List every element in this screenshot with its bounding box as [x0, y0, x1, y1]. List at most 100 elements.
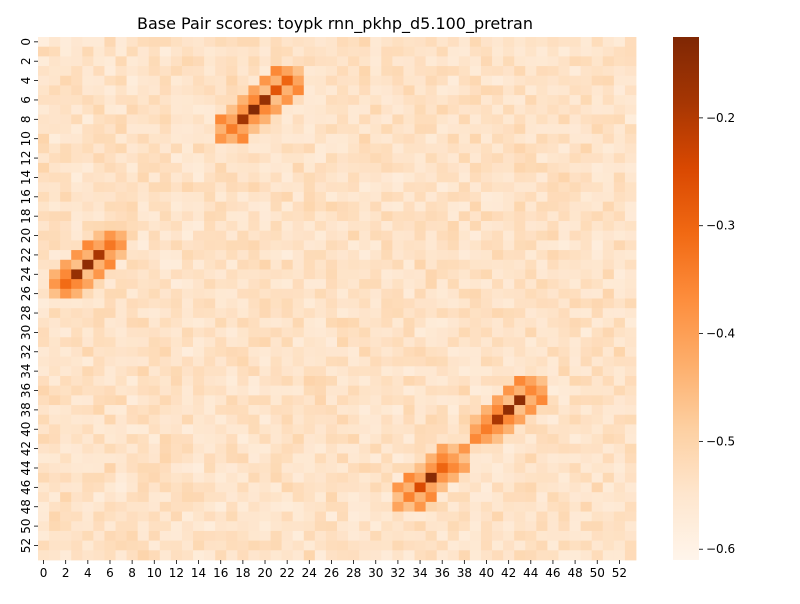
heatmap-cell — [591, 114, 604, 125]
heatmap-cell — [547, 346, 559, 358]
heatmap-cell — [49, 414, 61, 425]
heatmap-cell — [469, 288, 482, 299]
heatmap-cell — [104, 337, 116, 348]
heatmap-cell — [71, 385, 83, 396]
heatmap-cell — [624, 46, 637, 57]
x-tick-label: 42 — [501, 566, 516, 580]
heatmap-cell — [525, 530, 537, 542]
heatmap-cell — [558, 356, 570, 367]
heatmap-cell — [281, 472, 294, 483]
heatmap-cell — [49, 530, 61, 542]
heatmap-cell — [204, 153, 216, 164]
x-tick-label: 38 — [457, 566, 472, 580]
heatmap-cell — [436, 288, 449, 299]
heatmap-cell — [392, 153, 404, 164]
heatmap-cell — [93, 482, 105, 493]
heatmap-cell — [503, 337, 515, 348]
heatmap-cell — [514, 240, 526, 251]
heatmap-cell — [414, 298, 426, 309]
heatmap-cell — [414, 492, 426, 503]
heatmap-cell — [403, 259, 415, 270]
heatmap-cell — [281, 385, 294, 396]
heatmap-cell — [60, 366, 72, 377]
heatmap-cell — [270, 191, 283, 203]
heatmap-cell — [569, 191, 582, 203]
heatmap-cell — [359, 424, 371, 435]
heatmap-cell — [558, 501, 570, 512]
heatmap-cell — [137, 375, 150, 387]
heatmap-cell — [447, 337, 460, 348]
heatmap-cell — [38, 104, 50, 115]
heatmap-cell — [325, 405, 338, 416]
heatmap-cell — [392, 201, 404, 212]
heatmap-cell — [314, 511, 327, 522]
x-tick-label: 30 — [368, 566, 383, 580]
heatmap-cell — [348, 259, 360, 270]
heatmap-cell — [248, 366, 260, 377]
heatmap-cell — [624, 221, 637, 232]
heatmap-cell — [525, 143, 537, 154]
heatmap-cell — [159, 104, 172, 115]
heatmap-cell — [82, 540, 94, 551]
heatmap-cell — [237, 366, 249, 377]
heatmap-cell — [49, 308, 61, 319]
heatmap-cell — [204, 540, 216, 551]
heatmap-cell — [436, 317, 449, 328]
heatmap-cell — [370, 327, 382, 338]
heatmap-cell — [348, 511, 360, 522]
heatmap-cell — [580, 250, 593, 261]
heatmap-cell — [458, 472, 471, 483]
heatmap-cell — [303, 511, 316, 522]
heatmap-cell — [403, 221, 415, 232]
heatmap-cell — [403, 250, 415, 261]
heatmap-cell — [348, 521, 360, 532]
heatmap-cell — [436, 133, 449, 144]
heatmap-cell — [248, 550, 260, 561]
heatmap-cell — [613, 182, 626, 193]
heatmap-cell — [292, 434, 305, 445]
heatmap-cell — [591, 337, 604, 348]
heatmap-cell — [60, 124, 72, 135]
heatmap-cell — [458, 182, 471, 193]
heatmap-cell — [259, 250, 271, 261]
heatmap-cell — [303, 356, 316, 367]
heatmap-cell — [193, 327, 205, 338]
heatmap-cell — [215, 95, 227, 106]
heatmap-cell — [292, 540, 305, 551]
heatmap-cell — [458, 124, 471, 135]
heatmap-cell — [215, 114, 227, 125]
heatmap-cell — [159, 463, 172, 474]
heatmap-cell — [71, 95, 83, 106]
heatmap-cell — [525, 75, 537, 86]
heatmap-cell — [181, 521, 194, 532]
heatmap-cell — [104, 414, 116, 425]
heatmap-cell — [514, 405, 526, 416]
heatmap-cell — [170, 405, 183, 416]
heatmap-cell — [414, 124, 426, 135]
heatmap-cell — [115, 550, 127, 561]
heatmap-cell — [558, 337, 570, 348]
heatmap-cell — [403, 453, 415, 464]
heatmap-cell — [370, 434, 382, 445]
heatmap-cell — [71, 453, 83, 464]
heatmap-cell — [469, 424, 482, 435]
heatmap-cell — [159, 375, 172, 387]
heatmap-cell — [303, 124, 316, 135]
heatmap-cell — [580, 366, 593, 377]
heatmap-cell — [193, 550, 205, 561]
heatmap-cell — [270, 521, 283, 532]
heatmap-cell — [126, 366, 139, 377]
heatmap-cell — [613, 482, 626, 493]
heatmap-cell — [469, 366, 482, 377]
heatmap-cell — [38, 172, 50, 183]
heatmap-cell — [71, 201, 83, 212]
heatmap-cell — [514, 356, 526, 367]
heatmap-cell — [359, 56, 371, 67]
heatmap-cell — [204, 46, 216, 57]
heatmap-cell — [348, 133, 360, 144]
heatmap-cell — [325, 308, 338, 319]
heatmap-cell — [181, 75, 194, 86]
heatmap-cell — [547, 492, 559, 503]
heatmap-cell — [204, 269, 216, 280]
heatmap-cell — [82, 95, 94, 106]
